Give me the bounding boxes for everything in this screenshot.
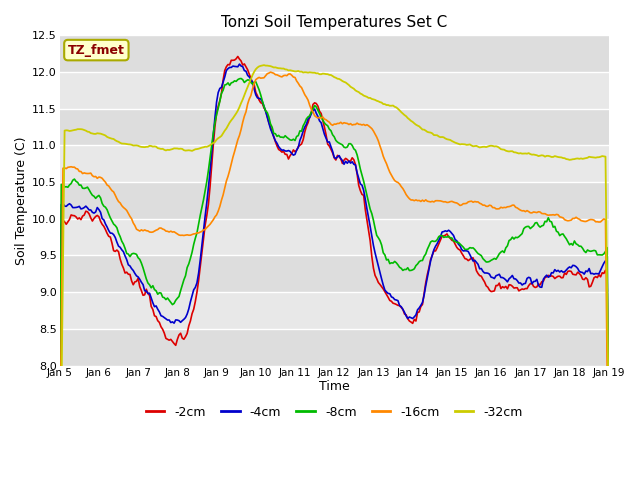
Bar xyxy=(60,182,609,219)
Bar xyxy=(60,329,609,366)
Bar xyxy=(60,255,609,292)
Legend: -2cm, -4cm, -8cm, -16cm, -32cm: -2cm, -4cm, -8cm, -16cm, -32cm xyxy=(141,401,528,424)
Bar xyxy=(60,36,609,72)
Y-axis label: Soil Temperature (C): Soil Temperature (C) xyxy=(15,136,28,264)
Text: TZ_fmet: TZ_fmet xyxy=(68,44,125,57)
Bar xyxy=(60,109,609,145)
Title: Tonzi Soil Temperatures Set C: Tonzi Soil Temperatures Set C xyxy=(221,15,447,30)
X-axis label: Time: Time xyxy=(319,380,349,393)
